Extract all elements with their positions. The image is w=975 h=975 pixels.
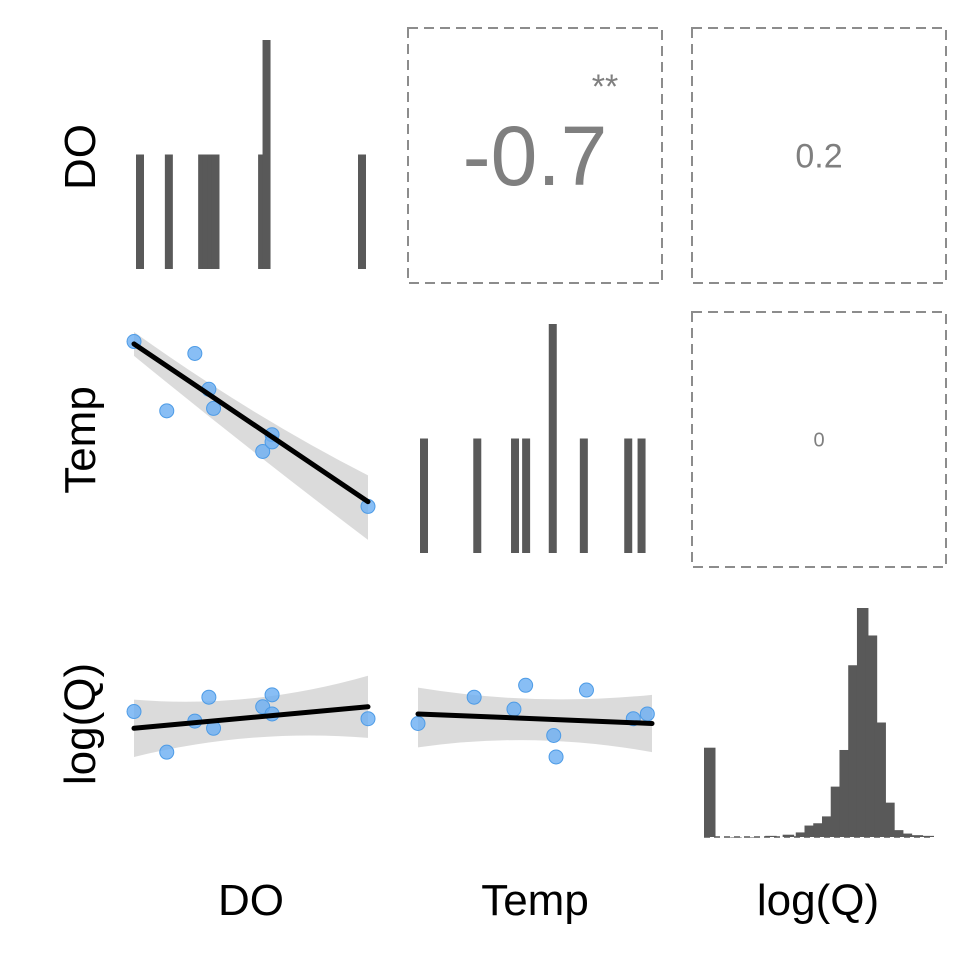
regression-line: [131, 341, 371, 505]
correlation-panel-do-logq: 0.2: [691, 27, 947, 284]
histogram-bar: [136, 154, 144, 269]
correlation-panel-temp-logq: 0: [691, 311, 947, 568]
histogram-bar: [856, 608, 869, 837]
histogram-bar: [865, 635, 878, 837]
row-label-logq: log(Q): [56, 663, 105, 785]
histogram-bar: [473, 438, 482, 553]
scatter-point: [159, 744, 175, 760]
histogram-bar: [420, 438, 428, 553]
row-label-2: Temp: [56, 386, 105, 494]
histogram-bar: [637, 438, 646, 553]
correlation-panel-do-temp: -0.7**: [407, 27, 663, 284]
column-label-logq: log(Q): [757, 876, 879, 925]
scatter-point: [255, 443, 271, 459]
histogram-bar: [548, 324, 557, 553]
histogram-bar: [211, 154, 220, 269]
scatter-point: [518, 677, 534, 693]
histogram-logq: [704, 608, 934, 838]
scatter-panel-temp-do: [126, 331, 376, 540]
histogram-do: [136, 40, 366, 269]
correlation-value: 0.2: [795, 137, 842, 175]
scatter-point: [126, 704, 142, 720]
histogram-bar: [874, 722, 886, 837]
histogram-bar: [164, 154, 173, 269]
panels: -0.7** 0.2 0: [126, 27, 947, 838]
scatter-point: [187, 345, 203, 361]
histogram-bar: [848, 665, 860, 837]
histogram-bar: [891, 830, 904, 837]
histogram-bar: [207, 154, 216, 269]
histogram-bar: [262, 40, 271, 269]
histogram-bar: [900, 833, 913, 837]
histogram-bar: [821, 816, 834, 837]
correlation-value: -0.7: [463, 109, 608, 203]
significance-stars: **: [592, 68, 618, 106]
histogram-bar: [579, 438, 588, 553]
row-label-3: log(Q): [56, 663, 105, 785]
histogram-bar: [765, 835, 777, 837]
regression-line: [415, 711, 655, 726]
histogram-bar: [830, 786, 843, 837]
scatter-point: [201, 689, 217, 705]
row-label-1: DO: [56, 124, 105, 190]
scatter-point: [466, 689, 482, 705]
column-label-temp: Temp: [481, 876, 589, 925]
histogram-bar: [813, 823, 825, 837]
histogram-bar: [624, 438, 633, 553]
histogram-bar: [804, 825, 817, 837]
histogram-bar: [883, 802, 895, 837]
histogram-bar: [747, 837, 760, 838]
histogram-bar: [358, 154, 366, 269]
scatter-point: [264, 687, 280, 703]
histogram-bar: [198, 154, 207, 269]
histogram-bar: [730, 837, 742, 838]
histogram-bar: [839, 749, 851, 837]
scatter-point: [546, 727, 562, 743]
scatter-point: [206, 400, 222, 416]
histogram-bar: [911, 835, 924, 837]
histogram-bar: [782, 834, 795, 837]
histogram-bar: [202, 154, 211, 269]
regression-line: [131, 704, 371, 731]
histogram-bar: [795, 832, 808, 837]
scatter-point: [639, 706, 655, 722]
scatter-panel-logq-temp: [410, 677, 655, 765]
histogram-bar: [704, 747, 716, 837]
scatter-panel-logq-do: [126, 675, 376, 760]
scatter-point: [410, 716, 426, 731]
scatter-point: [159, 403, 175, 419]
histogram-bar: [922, 835, 934, 837]
histogram-bar: [258, 154, 267, 269]
scatter-point: [506, 701, 522, 717]
column-label-do: DO: [218, 876, 284, 925]
scatter-point: [578, 682, 594, 698]
correlation-value: 0: [813, 430, 824, 452]
scatter-point: [548, 749, 564, 765]
row-label-temp: Temp: [56, 386, 105, 494]
histogram-temp: [420, 324, 646, 553]
row-label-do: DO: [56, 124, 105, 190]
histogram-bar: [511, 438, 520, 553]
scatter-point: [360, 711, 376, 727]
histogram-bar: [522, 438, 531, 553]
